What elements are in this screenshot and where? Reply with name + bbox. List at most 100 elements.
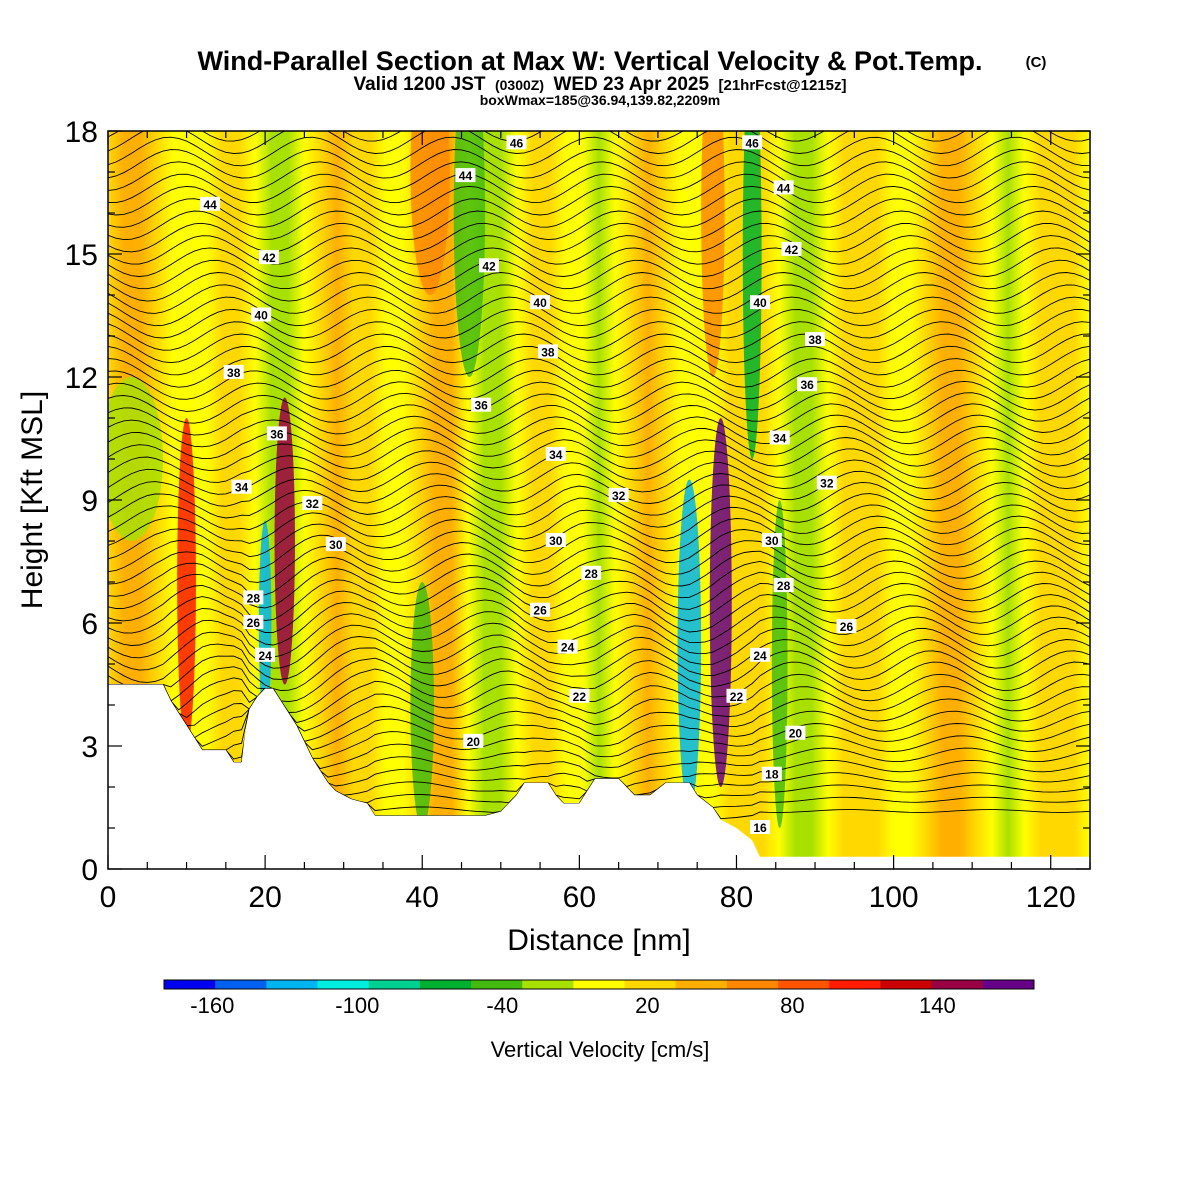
theta-contour-line bbox=[108, 369, 1090, 400]
colorbar-swatch bbox=[829, 980, 881, 989]
theta-label-text: 34 bbox=[549, 448, 563, 462]
theta-label-text: 36 bbox=[270, 427, 284, 441]
theta-label-text: 38 bbox=[808, 333, 822, 347]
theta-contour-label: 36 bbox=[266, 426, 287, 441]
velocity-plume bbox=[453, 131, 486, 377]
theta-label-text: 40 bbox=[533, 296, 547, 310]
theta-label-text: 24 bbox=[753, 649, 767, 663]
colorbar-swatch bbox=[164, 980, 216, 989]
colorbar-swatch bbox=[982, 980, 1035, 989]
theta-contour-line bbox=[108, 627, 1090, 683]
theta-label-bg bbox=[545, 533, 566, 547]
colorbar-swatch bbox=[266, 980, 319, 989]
theta-contour-line bbox=[108, 639, 1090, 691]
theta-label-text: 18 bbox=[765, 768, 779, 782]
theta-contour-label: 30 bbox=[325, 537, 346, 552]
y-tick-label: 9 bbox=[81, 485, 98, 518]
x-axis-label: Distance [nm] bbox=[507, 924, 690, 957]
subtitle-utc: (0300Z) bbox=[495, 77, 544, 93]
y-axis-label: Height [Kft MSL] bbox=[16, 391, 49, 609]
theta-contour-line bbox=[108, 526, 1090, 573]
theta-contour-label: 40 bbox=[251, 307, 272, 323]
colorbar-tick-label: 140 bbox=[919, 993, 956, 1018]
theta-label-bg bbox=[471, 397, 492, 412]
theta-label-bg bbox=[750, 295, 771, 310]
theta-contour-label: 28 bbox=[773, 578, 794, 593]
theta-contour-line bbox=[108, 173, 1090, 204]
theta-contour-label: 24 bbox=[557, 639, 578, 655]
theta-contour-line bbox=[108, 131, 1090, 142]
theta-label-bg bbox=[761, 766, 782, 781]
colorbar-label: Vertical Velocity [cm/s] bbox=[491, 1037, 710, 1062]
x-tick-label: 40 bbox=[406, 881, 439, 914]
theta-label-text: 36 bbox=[801, 378, 815, 392]
velocity-plume bbox=[177, 418, 196, 746]
theta-label-bg bbox=[836, 619, 857, 634]
theta-label-text: 26 bbox=[840, 620, 854, 634]
colorbar-swatch bbox=[317, 980, 370, 989]
velocity-plume bbox=[701, 131, 725, 377]
theta-label-text: 30 bbox=[549, 534, 563, 548]
theta-label-text: 42 bbox=[482, 259, 496, 273]
theta-label-bg bbox=[785, 725, 806, 740]
theta-contour-line bbox=[108, 616, 1090, 671]
theta-contour-label: 34 bbox=[545, 446, 566, 462]
theta-label-text: 42 bbox=[785, 243, 799, 257]
theta-label-text: 34 bbox=[773, 432, 787, 446]
theta-label-bg bbox=[302, 496, 323, 511]
theta-label-bg bbox=[243, 615, 264, 629]
theta-label-bg bbox=[251, 307, 272, 322]
subtitle-forecast: [21hrFcst@1215z] bbox=[719, 77, 847, 94]
theta-label-text: 32 bbox=[820, 477, 834, 491]
colorbar-frame bbox=[163, 979, 1035, 990]
theta-label-bg bbox=[259, 250, 280, 265]
subtitle-prefix: Valid 1200 JST bbox=[353, 74, 485, 95]
theta-contour-label: 46 bbox=[742, 135, 763, 150]
theta-contour-line bbox=[108, 296, 1090, 327]
theta-contour-label: 42 bbox=[479, 258, 500, 273]
theta-contour-line bbox=[108, 185, 1090, 216]
theta-label-bg bbox=[479, 258, 500, 273]
theta-label-bg bbox=[545, 446, 566, 461]
theta-contour-label: 20 bbox=[463, 733, 484, 749]
theta-label-bg bbox=[608, 487, 629, 502]
theta-contour-label: 32 bbox=[816, 475, 837, 491]
colorbar-swatch bbox=[522, 980, 574, 989]
theta-contour-label: 22 bbox=[569, 688, 590, 704]
theta-contour-label: 44 bbox=[455, 168, 476, 183]
theta-label-text: 24 bbox=[258, 649, 272, 663]
theta-contour-label: 38 bbox=[223, 364, 244, 380]
theta-contour-label: 30 bbox=[761, 533, 782, 548]
theta-label-bg bbox=[750, 647, 771, 662]
colorbar-tick-label: 20 bbox=[635, 993, 659, 1018]
colorbar-tick-label: -160 bbox=[190, 993, 234, 1018]
theta-contour-line bbox=[108, 161, 1090, 191]
colorbar-swatch bbox=[726, 980, 779, 989]
colorbar-tick-label: -40 bbox=[486, 993, 518, 1018]
theta-label-text: 24 bbox=[561, 641, 575, 655]
theta-contour-line bbox=[108, 345, 1090, 376]
theta-contour-label: 40 bbox=[750, 295, 771, 310]
theta-contour-line bbox=[108, 538, 1090, 585]
theta-contour-line bbox=[108, 437, 1090, 472]
terrain-mask bbox=[108, 684, 1090, 869]
theta-contour-line bbox=[108, 414, 1090, 448]
x-tick-label: 0 bbox=[100, 881, 117, 914]
colorbar-swatch bbox=[931, 980, 984, 989]
theta-contour-label: 28 bbox=[243, 590, 264, 605]
colorbar-swatch bbox=[471, 980, 523, 989]
theta-label-text: 42 bbox=[262, 251, 276, 265]
theta-label-text: 20 bbox=[789, 727, 803, 741]
theta-label-text: 32 bbox=[612, 489, 626, 503]
y-tick-label: 3 bbox=[81, 731, 98, 764]
theta-label-text: 20 bbox=[467, 735, 481, 749]
theta-label-text: 40 bbox=[753, 296, 767, 310]
theta-contour-line bbox=[108, 272, 1090, 302]
theta-label-bg bbox=[266, 426, 287, 441]
y-tick-label: 18 bbox=[65, 116, 98, 149]
velocity-plumes bbox=[108, 131, 788, 828]
theta-contour-line bbox=[108, 403, 1090, 436]
theta-label-bg bbox=[231, 479, 252, 494]
